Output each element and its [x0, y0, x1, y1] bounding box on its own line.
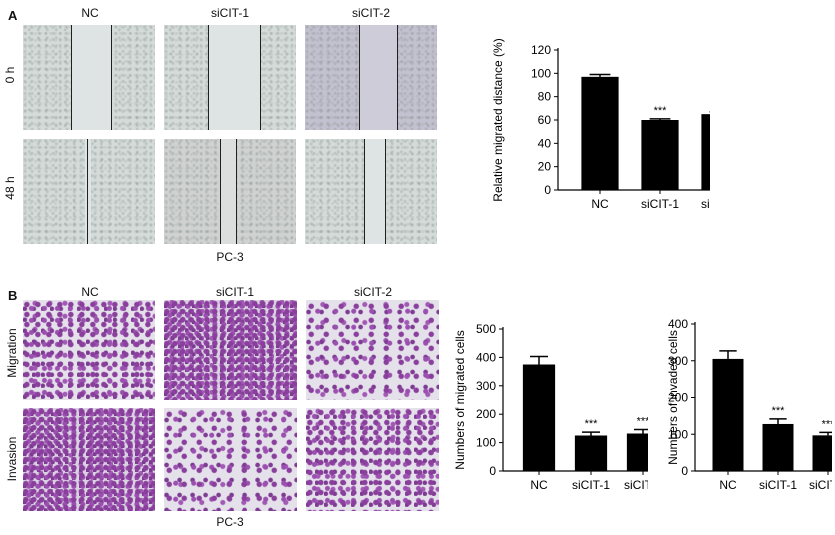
y-tick-label: 200: [668, 391, 688, 405]
y-tick-label: 0: [544, 183, 551, 197]
wound-image-sicit2-48h: [305, 139, 437, 244]
y-axis-title: Relative migrated distance (%): [491, 38, 505, 201]
panel-b-caption: PC-3: [216, 515, 244, 529]
transwell-image-sicit2-invasion: [306, 408, 439, 511]
y-tick-label: 100: [476, 436, 496, 450]
transwell-image-nc-invasion: [23, 408, 155, 511]
panel-a-col-title-sicit2: siCIT-2: [351, 6, 390, 20]
panel-b-col-title-nc: NC: [81, 285, 99, 299]
bar-nc: [581, 76, 619, 190]
x-tick-label: NC: [591, 197, 609, 211]
panel-a-label: A: [8, 8, 18, 23]
bar-sicit-1: [762, 423, 794, 471]
panel-b-col-title-sicit1: siCIT-1: [215, 285, 254, 299]
y-tick-label: 200: [476, 407, 496, 421]
significance-label: ***: [822, 418, 832, 430]
y-tick-label: 0: [489, 464, 496, 478]
x-tick-label: siCIT-2: [701, 197, 710, 211]
panel-a-col-title-sicit1: siCIT-1: [210, 6, 249, 20]
y-tick-label: 400: [668, 317, 688, 331]
y-tick-label: 20: [538, 160, 552, 174]
panel-a-row-label-0h: 0 h: [3, 66, 17, 84]
y-tick-label: 400: [476, 350, 496, 364]
bar-nc: [522, 364, 556, 471]
chart-migrated-distance: 0 20 40 60 80 100 120 Relative migrated distanc…: [491, 38, 710, 211]
y-tick-label: 40: [538, 136, 552, 150]
panel-b-label: B: [8, 288, 18, 303]
x-tick-label: siCIT-2: [809, 478, 832, 492]
x-tick-label: siCIT-1: [572, 478, 610, 492]
y-tick-label: 60: [538, 113, 552, 127]
wound-image-nc-48h: [23, 139, 155, 244]
bar-nc: [712, 358, 744, 471]
significance-label: ***: [637, 416, 648, 428]
x-tick-label: NC: [719, 478, 737, 492]
transwell-image-sicit1-migration: [164, 300, 297, 400]
x-tick-label: siCIT-1: [759, 478, 797, 492]
transwell-image-sicit2-migration: [306, 300, 439, 400]
y-axis-title: Numbers of invaded cells: [666, 330, 680, 465]
y-axis-title: Numbers of migrated cells: [453, 330, 467, 469]
transwell-image-nc-migration: [23, 300, 155, 400]
significance-label: ***: [654, 105, 668, 117]
bar-sicit-1: [574, 435, 608, 471]
wound-image-sicit1-48h: [164, 139, 296, 244]
wound-image-sicit1-0h: [164, 25, 296, 130]
x-tick-label: NC: [530, 478, 548, 492]
y-tick-label: 500: [476, 322, 496, 336]
y-tick-label: 80: [538, 90, 552, 104]
bar-sicit-2: [701, 114, 710, 190]
y-tick-label: 100: [531, 66, 551, 80]
bar-sicit-2: [626, 433, 648, 471]
panel-b-col-title-sicit2: siCIT-2: [353, 285, 392, 299]
x-tick-label: siCIT-1: [641, 197, 679, 211]
significance-label: ***: [585, 418, 599, 430]
panel-a-caption: PC-3: [216, 250, 244, 264]
chart-migrated-cells: 0 100 200 300 400 500 Numbers of migrated cell…: [453, 322, 648, 492]
wound-image-nc-0h: [23, 25, 155, 130]
panel-b-row-label-migration: Migration: [5, 328, 19, 378]
y-tick-label: 0: [681, 464, 688, 478]
y-tick-label: 300: [476, 379, 496, 393]
significance-label: ***: [772, 405, 786, 417]
y-tick-label: 100: [668, 427, 688, 441]
panel-b-row-label-invasion: Invasion: [5, 436, 19, 482]
bar-sicit-1: [641, 120, 679, 190]
x-tick-label: siCIT-2: [624, 478, 648, 492]
panel-a-row-label-48h: 48 h: [3, 176, 17, 200]
wound-image-sicit2-0h: [305, 25, 437, 130]
transwell-image-sicit1-invasion: [164, 408, 297, 511]
y-tick-label: 120: [531, 43, 551, 57]
y-tick-label: 300: [668, 354, 688, 368]
panel-a-col-title-nc: NC: [81, 6, 99, 20]
bar-sicit-2: [812, 435, 832, 471]
